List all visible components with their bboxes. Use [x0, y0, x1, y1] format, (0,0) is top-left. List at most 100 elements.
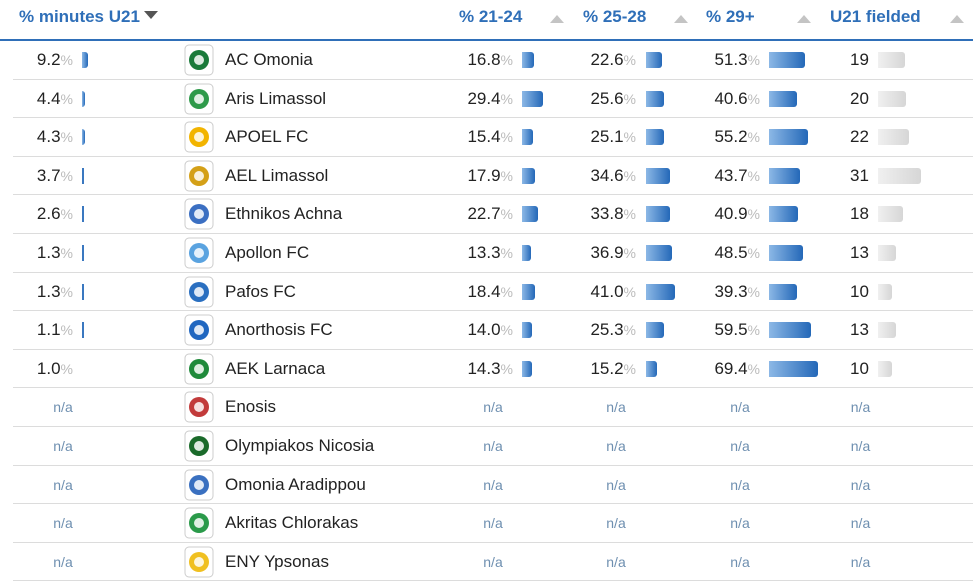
u21-fielded-value: 13: [850, 242, 869, 262]
c-number: 69.4: [714, 358, 748, 378]
team-logo-icon: [184, 121, 214, 153]
table-row[interactable]: n/a Olympiakos Nicosia n/a n/a n/a n/a: [13, 427, 973, 466]
table-row[interactable]: n/a Akritas Chlorakas n/a n/a n/a n/a: [13, 504, 973, 543]
table-row[interactable]: 9.2% AC Omonia 16.8% 22.6% 51.3% 19: [13, 41, 973, 80]
u21-fielded-bar: [878, 360, 892, 377]
b-number: 36.9: [590, 242, 624, 262]
table-row[interactable]: n/a Omonia Aradippou n/a n/a n/a n/a: [13, 466, 973, 505]
percent-sign: %: [60, 129, 73, 146]
sort-u21-fielded-icon[interactable]: [950, 15, 964, 23]
u21-fielded-bar: [878, 167, 922, 184]
c-bar: [769, 206, 798, 223]
a-bar: [522, 360, 532, 377]
team-name[interactable]: Pafos FC: [225, 281, 296, 301]
percent-sign: %: [500, 206, 513, 223]
header-u21-fielded[interactable]: U21 fielded: [830, 7, 921, 26]
table-row[interactable]: 1.3% Pafos FC 18.4% 41.0% 39.3% 10: [13, 273, 973, 312]
minutes-u21-bar: [82, 322, 84, 339]
table-header: % minutes U21 % 21-24 % 25-28 % 29+ U21 …: [0, 0, 973, 41]
team-name[interactable]: Aris Limassol: [225, 88, 327, 108]
b-bar: [646, 322, 664, 339]
table-row[interactable]: 3.7% AEL Limassol 17.9% 34.6% 43.7% 31: [13, 157, 973, 196]
c-bar: [769, 322, 811, 339]
team-name[interactable]: APOEL FC: [225, 127, 309, 147]
table-row[interactable]: 1.3% Apollon FC 13.3% 36.9% 48.5% 13: [13, 234, 973, 273]
table-row[interactable]: n/a Enosis n/a n/a n/a n/a: [13, 388, 973, 427]
percent-sign: %: [623, 244, 636, 261]
sort-29-plus-icon[interactable]: [797, 15, 811, 23]
team-name[interactable]: Apollon FC: [225, 242, 310, 262]
team-name[interactable]: AEK Larnaca: [225, 358, 326, 378]
table-row[interactable]: 4.3% APOEL FC 15.4% 25.1% 55.2% 22: [13, 118, 973, 157]
minutes-u21-number: 3.7: [36, 165, 61, 185]
a-value: 14.0%: [433, 311, 513, 349]
a-value: 29.4%: [433, 80, 513, 118]
team-logo-icon: [184, 44, 214, 76]
table-row[interactable]: 4.4% Aris Limassol 29.4% 25.6% 40.6% 20: [13, 80, 973, 119]
u21-fielded-na: n/a: [850, 553, 871, 570]
a-number: 13.3: [467, 242, 501, 262]
b-number: 34.6: [590, 165, 624, 185]
team-name[interactable]: Anorthosis FC: [225, 320, 333, 340]
header-29-plus[interactable]: % 29+: [706, 7, 755, 26]
a-value: 16.8%: [433, 41, 513, 79]
header-21-24[interactable]: % 21-24: [459, 7, 523, 26]
c-na: n/a: [730, 437, 750, 454]
team-name[interactable]: Ethnikos Achna: [225, 204, 343, 224]
c-na: n/a: [730, 515, 750, 532]
percent-sign: %: [500, 360, 513, 377]
u21-fielded-value: 10: [850, 358, 869, 378]
c-bar: [769, 129, 808, 146]
sort-25-28-icon[interactable]: [674, 15, 688, 23]
minutes-u21-number: 1.3: [36, 242, 61, 262]
percent-sign: %: [500, 167, 513, 184]
a-value: 15.4%: [433, 118, 513, 156]
team-name[interactable]: AEL Limassol: [225, 165, 329, 185]
b-value: 15.2%: [556, 350, 636, 388]
table-row[interactable]: n/a ENY Ypsonas n/a n/a n/a n/a: [13, 543, 973, 582]
u21-fielded-bar: [878, 52, 905, 68]
team-name[interactable]: Akritas Chlorakas: [225, 513, 359, 533]
table-row[interactable]: 2.6% Ethnikos Achna 22.7% 33.8% 40.9% 18: [13, 195, 973, 234]
b-value: 25.6%: [556, 80, 636, 118]
header-25-28[interactable]: % 25-28: [583, 7, 647, 26]
c-value: 40.6%: [680, 80, 760, 118]
b-number: 41.0: [590, 281, 624, 301]
u21-fielded-value: 22: [850, 127, 869, 147]
percent-sign: %: [500, 129, 513, 146]
percent-sign: %: [500, 322, 513, 339]
minutes-u21-bar: [82, 52, 89, 68]
a-bar: [522, 283, 535, 300]
u21-fielded-na: n/a: [850, 476, 871, 493]
sort-desc-icon[interactable]: [143, 11, 158, 19]
team-name[interactable]: Omonia Aradippou: [225, 474, 366, 494]
team-name[interactable]: Olympiakos Nicosia: [225, 435, 375, 455]
team-name[interactable]: AC Omonia: [225, 50, 313, 69]
minutes-u21-bar: [82, 90, 86, 107]
a-bar: [522, 52, 534, 68]
percent-sign: %: [747, 283, 760, 300]
a-na: n/a: [483, 437, 503, 454]
team-name[interactable]: ENY Ypsonas: [225, 551, 329, 571]
minutes-u21-value: 1.1%: [13, 311, 73, 349]
minutes-u21-number: 1.1: [36, 320, 61, 340]
sort-21-24-icon[interactable]: [550, 15, 564, 23]
minutes-u21-na: n/a: [53, 437, 73, 454]
b-value: 25.3%: [556, 311, 636, 349]
c-value: 39.3%: [680, 273, 760, 311]
percent-sign: %: [623, 90, 636, 107]
u21-fielded-bar: [878, 322, 897, 339]
minutes-u21-bar: [82, 129, 85, 146]
team-logo-icon: [184, 198, 214, 230]
table-row[interactable]: 1.0% AEK Larnaca 14.3% 15.2% 69.4% 10: [13, 350, 973, 389]
table-row[interactable]: 1.1% Anorthosis FC 14.0% 25.3% 59.5% 13: [13, 311, 973, 350]
header-minutes-u21[interactable]: % minutes U21: [19, 7, 158, 27]
b-number: 25.1: [590, 127, 624, 147]
team-table-body: 9.2% AC Omonia 16.8% 22.6% 51.3% 19 4.4% Aris L…: [13, 41, 973, 582]
b-na: n/a: [606, 399, 626, 416]
minutes-u21-na: n/a: [53, 476, 73, 493]
u21-fielded-value: 20: [850, 88, 869, 108]
minutes-u21-bar: [82, 206, 84, 223]
minutes-u21-number: 4.3: [36, 127, 61, 147]
team-name[interactable]: Enosis: [225, 397, 277, 417]
